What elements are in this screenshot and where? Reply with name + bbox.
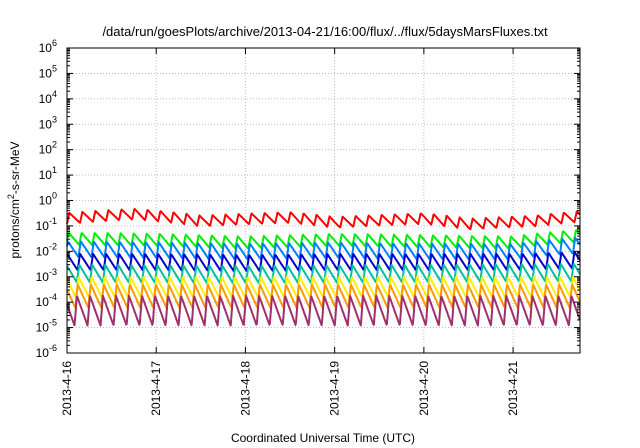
y-tick-label-base: 10 <box>36 346 50 360</box>
x-tick-label: 2013-4-19 <box>328 361 342 416</box>
y-tick-label-base: 10 <box>36 270 50 284</box>
x-tick-label: 2013-4-16 <box>60 361 74 416</box>
series-line <box>66 294 581 327</box>
y-tick-label: 105 <box>39 63 57 80</box>
y-tick-label-exp: -2 <box>49 241 57 251</box>
y-tick-label: 10-2 <box>36 241 57 258</box>
y-tick-label-exp: -6 <box>49 343 57 353</box>
x-axis-label: Coordinated Universal Time (UTC) <box>231 431 415 445</box>
y-tick-label: 10-4 <box>36 292 57 309</box>
x-tick-label: 2013-4-21 <box>506 361 520 416</box>
y-tick-label-base: 10 <box>39 92 53 106</box>
y-tick-label: 10-5 <box>36 318 57 335</box>
x-tick-label: 2013-4-17 <box>149 361 163 416</box>
y-tick-label: 103 <box>39 114 57 131</box>
series-layer <box>66 207 581 327</box>
y-tick-label-exp: -5 <box>49 318 57 328</box>
x-tick-label: 2013-4-18 <box>238 361 252 416</box>
y-tick-label-base: 10 <box>39 143 53 157</box>
y-tick-label-exp: 3 <box>52 114 57 124</box>
y-tick-label-exp: 6 <box>52 38 57 48</box>
y-tick-label-base: 10 <box>39 194 53 208</box>
y-tick-label-exp: -1 <box>49 216 57 226</box>
chart-title: /data/run/goesPlots/archive/2013-04-21/1… <box>102 24 548 39</box>
y-tick-label: 101 <box>39 165 57 182</box>
y-tick-label-exp: 4 <box>52 89 57 99</box>
y-axis-label-sup: 2 <box>6 194 16 199</box>
y-tick-label-base: 10 <box>36 244 50 258</box>
y-tick-label: 10-6 <box>36 343 57 360</box>
y-tick-label-exp: -4 <box>49 292 57 302</box>
y-tick-label: 10-3 <box>36 267 57 284</box>
y-tick-label-base: 10 <box>39 117 53 131</box>
y-axis-ticks: 10-610-510-410-310-210-11001011021031041… <box>36 38 580 360</box>
y-tick-label-base: 10 <box>36 321 50 335</box>
y-tick-label: 100 <box>39 191 57 208</box>
series-line <box>66 229 581 250</box>
y-tick-label: 106 <box>39 38 57 55</box>
y-tick-label-exp: 0 <box>52 191 57 201</box>
y-tick-label-base: 10 <box>39 66 53 80</box>
y-tick-label: 10-1 <box>36 216 57 233</box>
y-tick-label-base: 10 <box>39 41 53 55</box>
y-tick-label-exp: 5 <box>52 63 57 73</box>
x-axis-ticks: 2013-4-16 2013-4-17 2013-4-18 2013-4-19 2013… <box>60 48 520 416</box>
y-axis-label-prefix: protons/cm <box>8 199 22 258</box>
series-line <box>66 263 581 285</box>
y-tick-label-base: 10 <box>39 168 53 182</box>
y-axis-label: protons/cm2-s-sr-MeV <box>6 141 22 258</box>
y-axis-label-suffix: -s-sr-MeV <box>8 141 22 194</box>
x-tick-label: 2013-4-20 <box>417 361 431 416</box>
y-tick-label: 102 <box>39 140 57 157</box>
series-line <box>66 207 581 231</box>
y-tick-label-exp: -3 <box>49 267 57 277</box>
y-tick-label-base: 10 <box>36 219 50 233</box>
y-tick-label-exp: 1 <box>52 165 57 175</box>
y-tick-label: 104 <box>39 89 57 106</box>
series-line <box>66 237 581 261</box>
y-tick-label-base: 10 <box>36 295 50 309</box>
y-tick-label-exp: 2 <box>52 140 57 150</box>
